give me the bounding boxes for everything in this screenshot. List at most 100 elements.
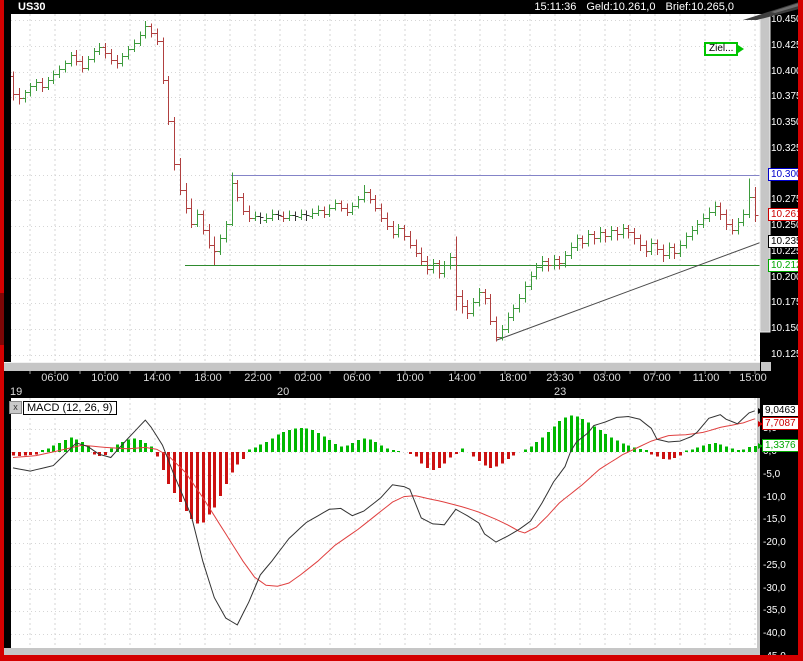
ohlc-bar xyxy=(142,21,149,39)
histogram-bar xyxy=(121,441,124,452)
histogram-bar xyxy=(110,448,113,452)
histogram-bar xyxy=(248,449,251,452)
ohlc-bar xyxy=(223,220,230,243)
histogram-bar xyxy=(363,438,366,452)
ohlc-bar xyxy=(694,219,701,235)
logo-swoosh-icon xyxy=(743,2,799,20)
ohlc-bar xyxy=(608,226,615,241)
ohlc-bar xyxy=(671,243,678,260)
ohlc-bar xyxy=(510,304,517,321)
histogram-bar xyxy=(35,452,38,455)
histogram-bar xyxy=(127,439,130,452)
ohlc-bar xyxy=(453,236,460,311)
histogram-bar xyxy=(512,452,515,456)
ohlc-bar xyxy=(729,218,736,235)
window-border-notch xyxy=(0,293,4,345)
ziel-order-label[interactable]: Ziel... xyxy=(704,42,745,56)
histogram-bar xyxy=(242,452,245,459)
histogram-bar xyxy=(374,441,377,452)
histogram-bar xyxy=(587,422,590,452)
histogram-bar xyxy=(673,452,676,458)
drawn-lines[interactable] xyxy=(185,175,760,341)
ohlc-bar xyxy=(723,209,730,231)
ohlc-bar xyxy=(131,39,138,53)
histogram-bar xyxy=(162,452,165,471)
trend-line[interactable] xyxy=(495,242,760,341)
histogram-bar xyxy=(18,452,21,457)
ohlc-bar xyxy=(585,230,592,247)
histogram-bar xyxy=(386,448,389,452)
macd-bottom-bar[interactable] xyxy=(4,648,760,655)
histogram-bar xyxy=(369,439,372,452)
ohlc-bar xyxy=(165,75,172,126)
ohlc-bar xyxy=(79,56,86,73)
histogram-bar xyxy=(530,446,533,452)
histogram-bar xyxy=(133,438,136,452)
histogram-bar xyxy=(24,452,27,456)
histogram-bar xyxy=(236,452,239,465)
ohlc-bar xyxy=(200,210,207,235)
ohlc-bar xyxy=(56,65,63,78)
ohlc-bar xyxy=(487,294,494,325)
ohlc-bar xyxy=(591,231,598,245)
ohlc-bar xyxy=(407,231,414,249)
ohlc-bar xyxy=(562,250,569,268)
scrollbar-corner[interactable] xyxy=(761,362,771,371)
histogram-bar xyxy=(357,440,360,452)
ohlc-bar xyxy=(292,211,299,221)
ohlc-bar xyxy=(654,239,661,255)
histogram-bar xyxy=(58,442,61,452)
histogram-bar xyxy=(541,437,544,452)
histogram-bar xyxy=(570,415,573,452)
ohlc-bar xyxy=(660,244,667,263)
title-bar: US30 15:11:36 Geld:10.261,0 Brief:10.265,0 xyxy=(4,0,798,14)
histogram-bar xyxy=(219,452,222,497)
histogram-bar xyxy=(305,428,308,452)
histogram-bar xyxy=(495,452,498,467)
histogram-bar xyxy=(202,452,205,523)
time-axis-ticks xyxy=(29,371,756,374)
v-scrollbar-thumb[interactable] xyxy=(759,13,771,333)
ohlc-bar xyxy=(171,116,178,171)
histogram-bar xyxy=(731,448,734,452)
ohlc-bar xyxy=(556,255,563,270)
histogram-bar xyxy=(340,446,343,452)
signal-line xyxy=(12,418,755,587)
ohlc-bar xyxy=(677,240,684,257)
ohlc-bar xyxy=(395,224,402,238)
histogram-bar xyxy=(409,452,412,454)
scrollbars[interactable] xyxy=(4,13,771,655)
histogram-bar xyxy=(679,452,682,456)
ohlc-bar xyxy=(476,287,483,307)
histogram-bar xyxy=(231,452,234,473)
histogram-bar xyxy=(639,448,642,452)
ohlc-bar xyxy=(102,42,109,59)
histogram-bar xyxy=(179,452,182,503)
histogram-bar xyxy=(323,436,326,452)
histogram-bar xyxy=(616,440,619,452)
histogram-bar xyxy=(633,447,636,452)
ohlc-bar xyxy=(286,210,293,221)
histogram-bar xyxy=(139,440,142,452)
histogram-bar xyxy=(397,451,400,452)
histogram-bar xyxy=(213,452,216,508)
histogram-bar xyxy=(317,432,320,452)
histogram-bar xyxy=(461,448,464,452)
close-icon[interactable]: x xyxy=(9,401,22,414)
h-scrollbar[interactable] xyxy=(4,362,760,371)
ohlc-bar xyxy=(16,88,23,105)
ohlc-bar xyxy=(326,204,333,217)
ohlc-bar xyxy=(493,316,500,342)
ohlc-bar xyxy=(430,259,437,274)
histogram-bar xyxy=(47,448,50,452)
ohlc-bar xyxy=(533,263,540,280)
ohlc-bar xyxy=(579,235,586,249)
ohlc-bar xyxy=(372,195,379,212)
ohlc-bar xyxy=(246,205,253,222)
histogram-bar xyxy=(271,438,274,452)
ohlc-bar xyxy=(148,23,155,38)
main-plot-area xyxy=(11,14,760,362)
histogram-bar xyxy=(627,445,630,452)
histogram-bar xyxy=(472,452,475,457)
macd-right-edge xyxy=(757,398,760,648)
